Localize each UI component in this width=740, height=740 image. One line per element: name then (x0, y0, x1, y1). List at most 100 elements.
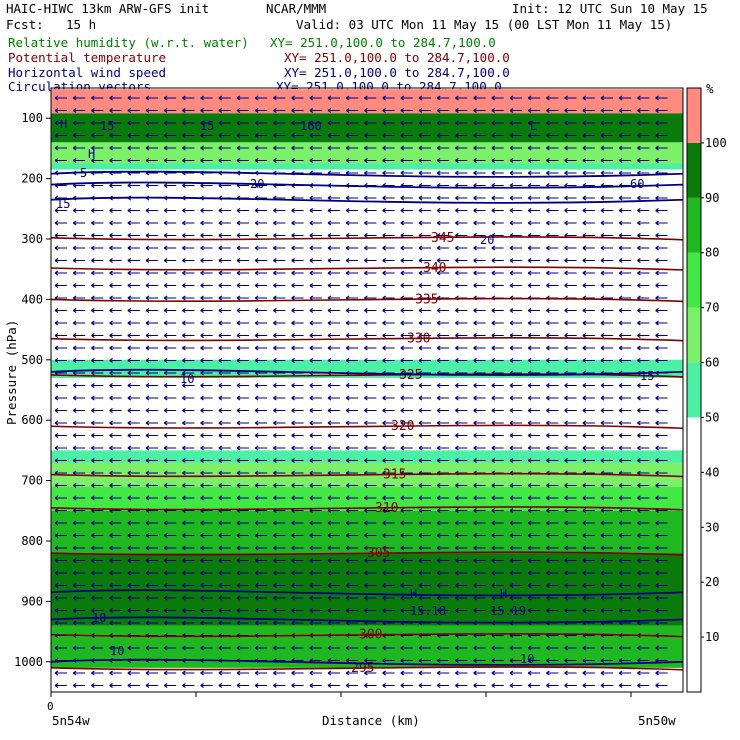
vector-arrow (637, 108, 650, 113)
vector-arrow (309, 283, 322, 288)
vector-arrow (400, 220, 413, 226)
vector-arrow (345, 495, 359, 501)
vector-arrow (509, 308, 522, 313)
vector-arrow (127, 683, 140, 688)
theta-label: 340 (423, 261, 446, 276)
vector-arrow (291, 433, 304, 438)
vector-arrow (145, 95, 158, 101)
vector-arrow (236, 445, 249, 451)
vector-arrow (218, 470, 231, 476)
vector-arrow (473, 170, 486, 176)
vector-arrow (72, 308, 86, 313)
vector-arrow (182, 370, 195, 376)
vector-arrow (254, 233, 268, 238)
theta-contour (50, 424, 684, 430)
vector-arrow (491, 570, 504, 576)
vector-arrow (273, 445, 286, 451)
vector-arrow (163, 133, 177, 138)
colorbar-band (687, 142, 701, 198)
vector-arrow (600, 545, 613, 551)
vector-arrow (436, 245, 450, 251)
vector-arrow (54, 645, 67, 651)
vector-arrow (200, 208, 213, 213)
vector-arrow (400, 95, 413, 101)
vector-arrow (582, 508, 595, 513)
vector-arrow (109, 683, 122, 688)
vector-arrow (582, 495, 595, 501)
vector-arrow (345, 608, 359, 613)
vector-arrow (218, 395, 231, 401)
vector-arrow (182, 133, 195, 138)
vector-arrow (637, 583, 650, 588)
vector-arrow (600, 595, 613, 601)
vector-arrow (145, 558, 158, 563)
x-right-label: 5n50w (638, 713, 676, 728)
vector-arrow (254, 408, 268, 413)
vector-arrow (637, 145, 650, 151)
vector-arrow (218, 520, 231, 526)
vector-arrow (564, 158, 577, 163)
vector-arrow (509, 208, 522, 213)
rh-layer (51, 553, 683, 626)
vector-arrow (509, 583, 522, 588)
vector-arrow (145, 533, 158, 538)
vector-arrow (655, 258, 668, 263)
vector-arrow (200, 308, 213, 313)
vector-arrow (145, 420, 158, 426)
vector-arrow (327, 345, 340, 351)
vector-arrow (527, 220, 541, 226)
vector-arrow (455, 95, 468, 101)
vector-arrow (546, 483, 559, 488)
vector-arrow (382, 395, 395, 401)
vector-arrow (345, 683, 359, 688)
vector-arrow (655, 133, 668, 138)
vector-arrow (618, 208, 632, 213)
vector-arrow (109, 358, 122, 363)
vector-arrow (254, 570, 268, 576)
vector-arrow (418, 308, 431, 313)
vector-arrow (637, 533, 650, 538)
vector-arrow (273, 433, 286, 438)
vector-arrow (327, 358, 340, 363)
vector-arrow (436, 220, 450, 226)
vector-arrow (455, 445, 468, 451)
vector-arrow (127, 283, 140, 288)
vector-arrow (546, 683, 559, 688)
vector-arrow (382, 458, 395, 463)
vector-arrow (327, 320, 340, 326)
vector-arrow (655, 283, 668, 288)
vector-arrow (218, 358, 231, 363)
vector-arrow (236, 308, 249, 313)
vector-arrow (582, 358, 595, 363)
vector-arrow (436, 545, 450, 551)
vector-arrow (527, 645, 541, 651)
vector-arrow (127, 108, 140, 113)
vector-arrow (491, 520, 504, 526)
vector-arrow (582, 245, 595, 251)
vector-arrow (473, 133, 486, 138)
vector-arrow (145, 570, 158, 576)
vector-arrow (582, 520, 595, 526)
vector-arrow (163, 233, 177, 238)
vector-arrow (527, 420, 541, 426)
vector-arrow (509, 245, 522, 251)
vector-arrow (600, 283, 613, 288)
vector-arrow (127, 620, 140, 626)
vector-arrow (109, 283, 122, 288)
vector-arrow (564, 333, 577, 338)
rh-layer (51, 89, 683, 114)
vector-arrow (163, 445, 177, 451)
vector-arrow (236, 558, 249, 563)
vector-arrow (236, 358, 249, 363)
vector-arrow (418, 145, 431, 151)
vector-arrow (309, 333, 322, 338)
vector-arrow (309, 533, 322, 538)
theta-contour (50, 337, 684, 342)
vector-arrow (436, 445, 450, 451)
vector-arrow (218, 208, 231, 213)
vector-arrow (655, 595, 668, 601)
y-tick-label: 900 (21, 594, 43, 608)
vector-arrow (436, 120, 450, 126)
vector-arrow (400, 395, 413, 401)
vector-arrow (327, 558, 340, 563)
